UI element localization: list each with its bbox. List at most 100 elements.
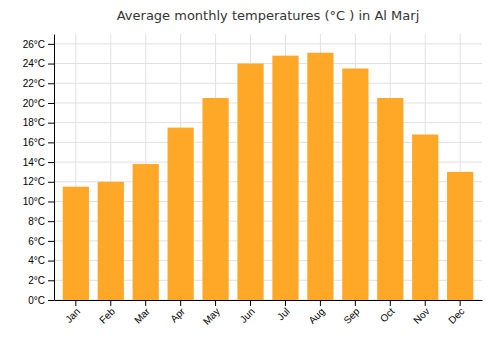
bar bbox=[63, 187, 89, 300]
tick: Jun bbox=[238, 300, 257, 325]
tick: 14°C bbox=[23, 157, 54, 168]
tick-mark bbox=[355, 300, 356, 306]
tick: 16°C bbox=[23, 137, 54, 148]
grid-line bbox=[54, 43, 482, 44]
tick-mark bbox=[110, 300, 111, 306]
tick-label: Jun bbox=[238, 306, 257, 325]
tick-mark bbox=[425, 300, 426, 306]
grid-line bbox=[54, 122, 482, 123]
plot-area bbox=[63, 53, 474, 300]
tick-label: Aug bbox=[306, 306, 326, 326]
bar bbox=[133, 164, 159, 300]
title: Average monthly temperatures (°C ) in Al… bbox=[117, 8, 420, 23]
tick-label: 24°C bbox=[23, 58, 45, 69]
tick: 6°C bbox=[28, 236, 54, 247]
tick-label: 22°C bbox=[23, 78, 45, 89]
bar bbox=[447, 172, 473, 300]
tick-mark bbox=[460, 300, 461, 306]
tick-mark bbox=[250, 300, 251, 306]
tick-label: 20°C bbox=[23, 98, 45, 109]
tick-mark bbox=[215, 300, 216, 306]
bar bbox=[342, 68, 368, 300]
tick-label: 12°C bbox=[23, 176, 45, 187]
tick: 22°C bbox=[23, 78, 54, 89]
tick-label: Dec bbox=[446, 306, 466, 326]
tick-mark bbox=[48, 123, 54, 124]
grid bbox=[54, 34, 482, 300]
tick: Aug bbox=[306, 300, 326, 326]
tick-label: 16°C bbox=[23, 137, 45, 148]
tick-mark bbox=[48, 44, 54, 45]
tick-label: Feb bbox=[97, 305, 117, 325]
bar bbox=[272, 56, 298, 300]
tick-mark bbox=[48, 162, 54, 163]
chart: Jan Feb Mar Apr May Jun Jul Aug Sep Oct Nov Dec 0°C 2… bbox=[0, 0, 500, 350]
tick: 26°C bbox=[23, 39, 54, 50]
tick-mark bbox=[48, 83, 54, 84]
tick: 12°C bbox=[23, 176, 54, 187]
tick-mark bbox=[48, 103, 54, 104]
tick: 24°C bbox=[23, 58, 54, 69]
axis-line bbox=[55, 300, 483, 301]
bar bbox=[307, 53, 333, 300]
tick: 0°C bbox=[28, 295, 54, 306]
tick-mark bbox=[75, 300, 76, 306]
grid-line bbox=[54, 63, 482, 64]
bar bbox=[412, 134, 438, 300]
tick-mark bbox=[48, 182, 54, 183]
bar bbox=[237, 64, 263, 300]
tick: Jul bbox=[275, 300, 292, 322]
tick-label: May bbox=[201, 306, 222, 327]
bar bbox=[377, 98, 403, 300]
tick-mark bbox=[48, 241, 54, 242]
tick-mark bbox=[48, 201, 54, 202]
tick-mark bbox=[145, 300, 146, 306]
tick-label: Nov bbox=[411, 306, 431, 326]
tick: May bbox=[201, 300, 222, 327]
tick: 10°C bbox=[23, 196, 54, 207]
grid-line bbox=[54, 102, 482, 103]
tick-label: 4°C bbox=[28, 255, 45, 266]
grid-line bbox=[54, 83, 482, 84]
bar bbox=[98, 182, 124, 300]
tick: Jan bbox=[63, 300, 82, 325]
tick-mark bbox=[285, 300, 286, 306]
tick-label: 18°C bbox=[23, 117, 45, 128]
tick-label: 2°C bbox=[28, 275, 45, 286]
tick-label: 26°C bbox=[23, 39, 45, 50]
tick-label: Jul bbox=[275, 306, 292, 323]
y-axis: 0°C 2°C 4°C 6°C 8°C 10°C 12°C 14°C 16°C 18°C 20°C 2… bbox=[23, 35, 55, 306]
tick: 4°C bbox=[28, 255, 54, 266]
tick: Mar bbox=[132, 300, 152, 326]
tick-mark bbox=[48, 64, 54, 65]
tick-mark bbox=[180, 300, 181, 306]
tick-label: Jan bbox=[63, 306, 82, 325]
tick: 2°C bbox=[28, 275, 54, 286]
tick: 20°C bbox=[23, 98, 54, 109]
tick-label: Oct bbox=[378, 306, 397, 325]
tick-label: 0°C bbox=[28, 295, 45, 306]
tick: Feb bbox=[97, 300, 117, 326]
tick-mark bbox=[48, 300, 54, 301]
tick: Oct bbox=[378, 300, 397, 324]
bar bbox=[202, 98, 228, 300]
tick-label: 14°C bbox=[23, 157, 45, 168]
tick: Nov bbox=[411, 300, 431, 326]
tick: Apr bbox=[168, 300, 187, 324]
tick-mark bbox=[320, 300, 321, 306]
x-axis: Jan Feb Mar Apr May Jun Jul Aug Sep Oct Nov Dec bbox=[55, 300, 483, 327]
tick-label: Sep bbox=[341, 305, 362, 326]
tick: Dec bbox=[446, 300, 466, 326]
tick-label: 8°C bbox=[28, 216, 45, 227]
tick-mark bbox=[48, 280, 54, 281]
tick-mark bbox=[48, 221, 54, 222]
tick: Sep bbox=[341, 300, 362, 326]
tick-label: 10°C bbox=[23, 196, 45, 207]
tick-mark bbox=[48, 142, 54, 143]
tick-label: 6°C bbox=[28, 236, 45, 247]
tick: 18°C bbox=[23, 117, 54, 128]
bar bbox=[168, 128, 194, 300]
tick-mark bbox=[390, 300, 391, 306]
tick-label: Apr bbox=[168, 305, 187, 324]
tick: 8°C bbox=[28, 216, 54, 227]
